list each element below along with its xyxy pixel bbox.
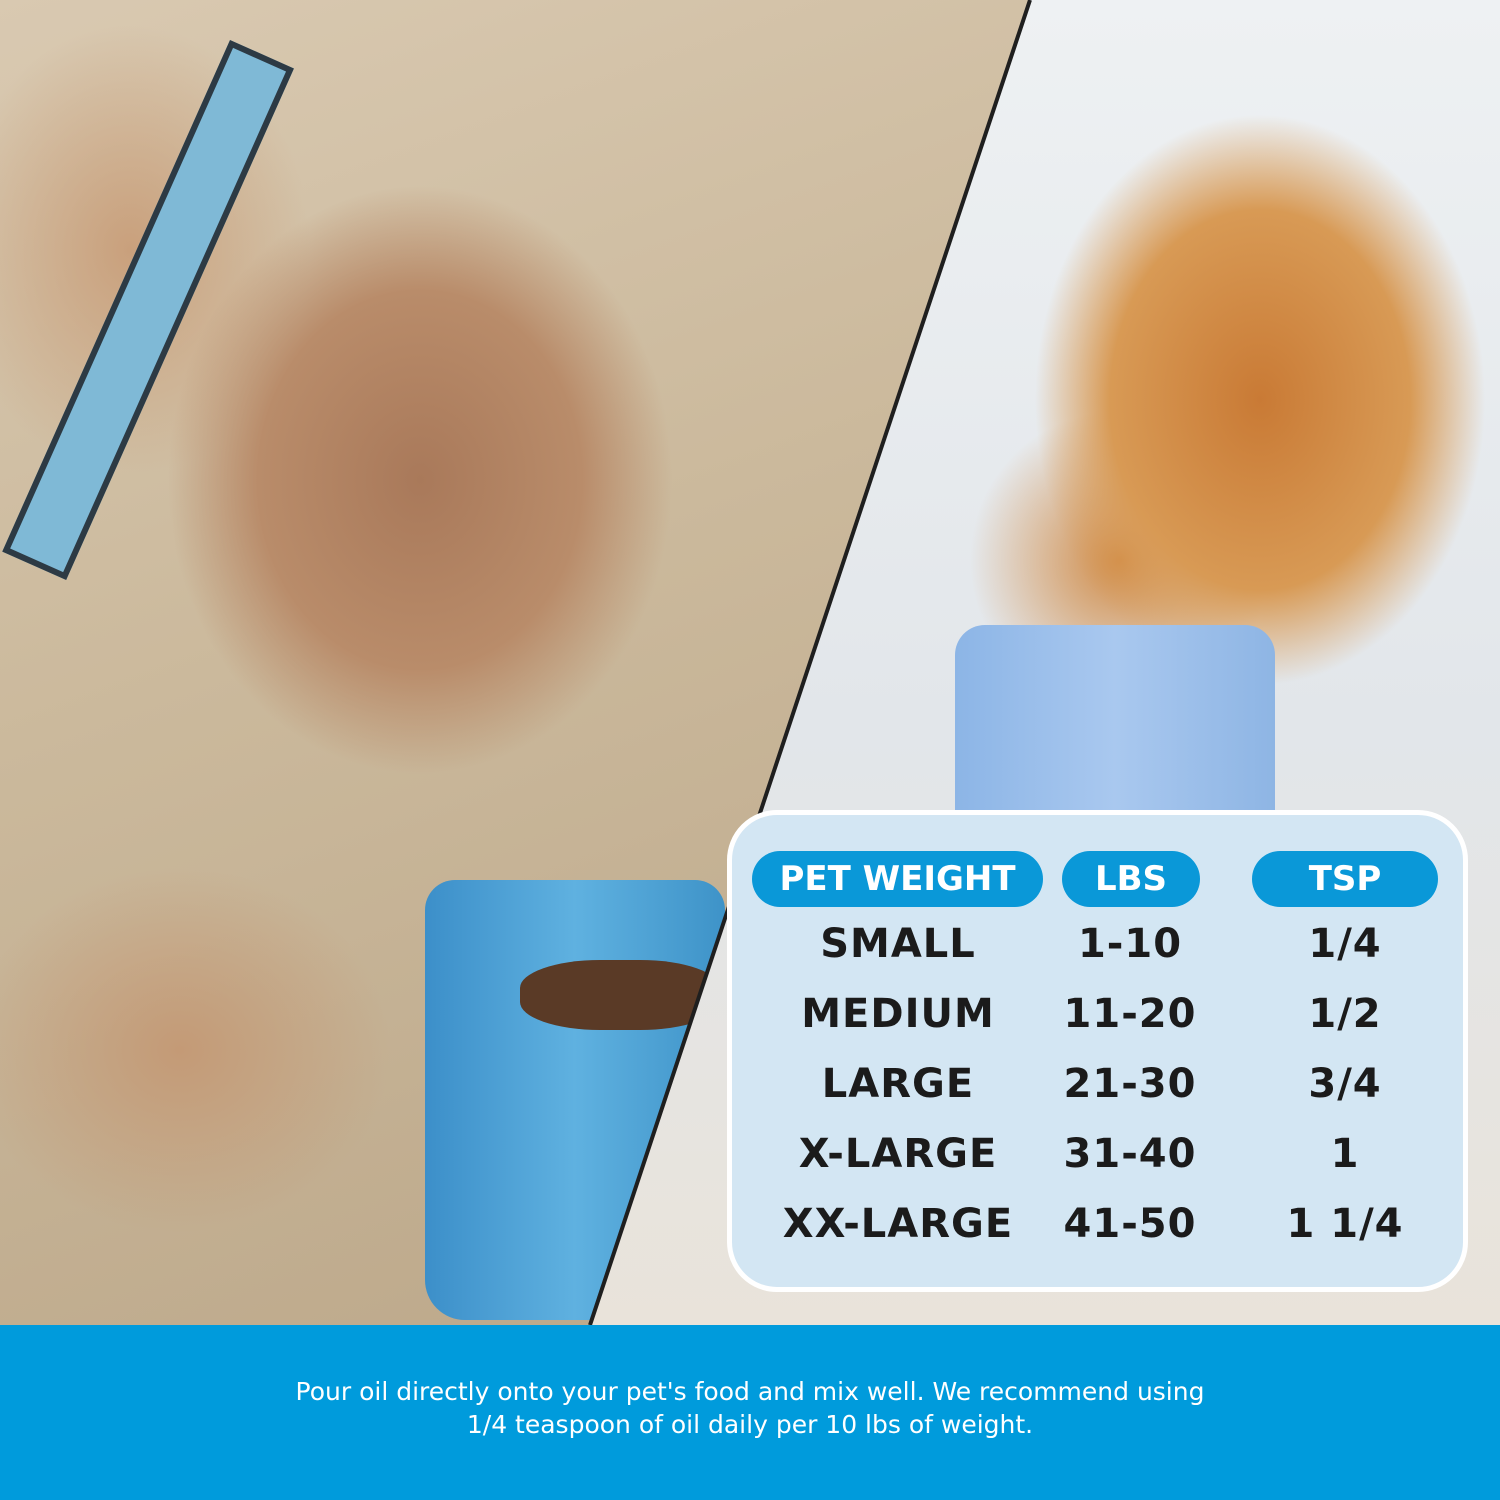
row-lbs: 31-40 (1063, 1131, 1197, 1177)
header-tsp: TSP (1252, 851, 1438, 907)
row-tsp: 1/2 (1308, 991, 1382, 1037)
instructions-line-1: Pour oil directly onto your pet's food a… (295, 1377, 1205, 1406)
row-lbs: 21-30 (1063, 1061, 1197, 1107)
row-size: XX-LARGE (782, 1201, 1014, 1247)
row-tsp: 3/4 (1308, 1061, 1382, 1107)
row-lbs: 41-50 (1063, 1201, 1197, 1247)
instructions-band: Pour oil directly onto your pet's food a… (0, 1325, 1500, 1500)
row-tsp: 1 (1330, 1131, 1360, 1177)
row-size: X-LARGE (798, 1131, 998, 1177)
row-lbs: 1-10 (1077, 921, 1183, 967)
row-size: SMALL (820, 921, 976, 967)
instructions-line-2: 1/4 teaspoon of oil daily per 10 lbs of … (466, 1410, 1034, 1439)
dog-collar (2, 40, 294, 581)
header-lbs: LBS (1062, 851, 1200, 907)
dog-food (520, 960, 720, 1030)
row-size: MEDIUM (801, 991, 995, 1037)
cat-bowl (955, 625, 1275, 825)
row-tsp: 1 1/4 (1286, 1201, 1404, 1247)
row-size: LARGE (821, 1061, 975, 1107)
row-tsp: 1/4 (1308, 921, 1382, 967)
row-lbs: 11-20 (1063, 991, 1197, 1037)
header-pet-weight: PET WEIGHT (752, 851, 1043, 907)
dosage-table: PET WEIGHT LBS TSP SMALL 1-10 1/4 MEDIUM 11-… (727, 810, 1468, 1292)
